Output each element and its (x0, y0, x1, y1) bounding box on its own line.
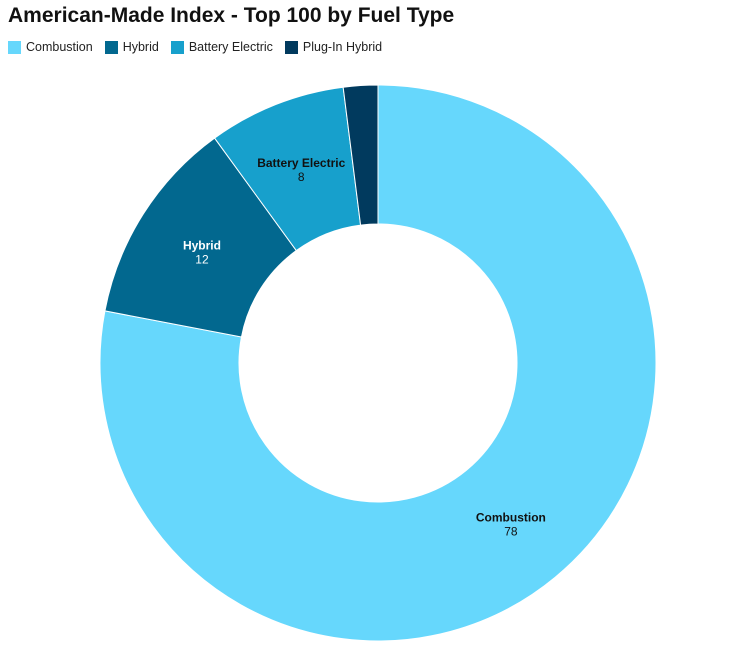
slice-value-battery-electric: 8 (298, 170, 305, 184)
legend-label-combustion: Combustion (26, 40, 93, 54)
slice-value-hybrid: 12 (195, 252, 209, 266)
slice-plug-in-hybrid[interactable] (342, 84, 379, 226)
slice-label-combustion: Combustion (476, 511, 546, 525)
legend-item-battery-electric[interactable]: Battery Electric (170, 40, 273, 54)
slice-label-hybrid: Hybrid (183, 238, 221, 252)
legend: Combustion Hybrid Battery Electric Plug-… (8, 40, 394, 54)
legend-swatch-battery-electric (170, 40, 184, 54)
slice-hybrid[interactable] (104, 137, 297, 338)
chart-title: American-Made Index - Top 100 by Fuel Ty… (8, 4, 455, 27)
slice-value-combustion: 78 (504, 525, 518, 539)
legend-swatch-combustion (8, 40, 21, 54)
legend-item-combustion[interactable]: Combustion (8, 40, 93, 54)
legend-swatch-plug-in-hybrid (284, 40, 298, 54)
legend-label-battery-electric: Battery Electric (188, 40, 273, 54)
legend-label-plug-in-hybrid: Plug-In Hybrid (302, 40, 383, 54)
slice-label-battery-electric: Battery Electric (257, 156, 345, 170)
legend-label-hybrid: Hybrid (122, 40, 159, 54)
legend-swatch-hybrid (104, 40, 118, 54)
legend-item-plug-in-hybrid[interactable]: Plug-In Hybrid (284, 40, 383, 54)
slice-combustion[interactable] (99, 84, 657, 642)
legend-item-hybrid[interactable]: Hybrid (104, 40, 159, 54)
